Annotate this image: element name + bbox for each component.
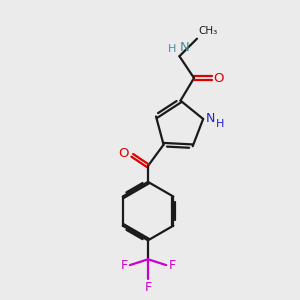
Text: CH₃: CH₃	[198, 26, 218, 36]
Text: H: H	[168, 44, 176, 54]
Text: N: N	[206, 112, 215, 125]
Text: F: F	[121, 259, 128, 272]
Text: H: H	[215, 119, 224, 129]
Text: F: F	[169, 259, 176, 272]
Text: F: F	[145, 281, 152, 295]
Text: O: O	[118, 147, 129, 160]
Text: O: O	[214, 72, 224, 85]
Text: N: N	[179, 41, 189, 54]
